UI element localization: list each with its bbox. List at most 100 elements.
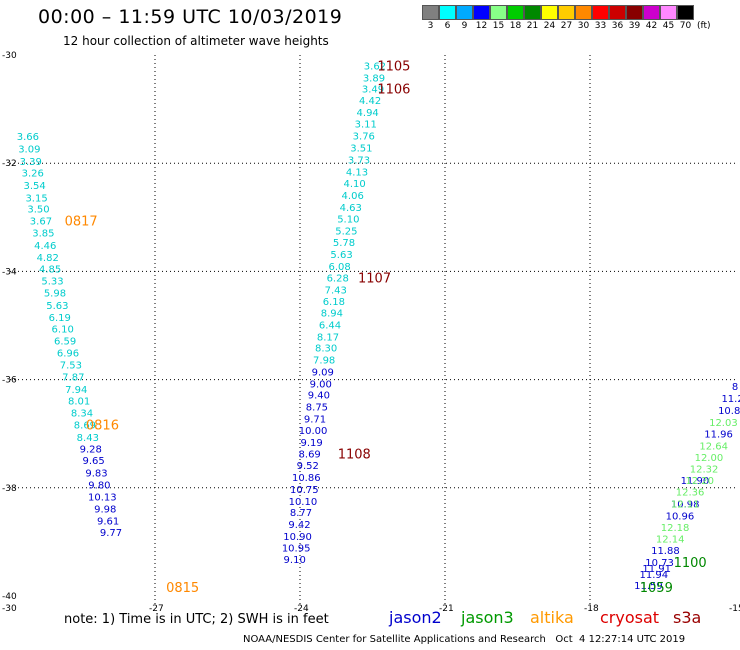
data-point-label: 3.49 [362, 85, 384, 96]
time-label: 1107 [358, 271, 391, 286]
colorbar-label: 36 [611, 21, 624, 31]
data-point-label: 10.73 [645, 558, 674, 569]
footer-note: note: 1) Time is in UTC; 2) SWH is in fe… [64, 612, 329, 627]
colorbar [422, 5, 694, 20]
data-point-label: 11.59 [634, 581, 663, 592]
data-point-label: 11.96 [704, 430, 733, 441]
data-point-label: 5.63 [330, 250, 352, 261]
data-point-label: 12.32 [690, 464, 719, 475]
data-point-label: 10.00 [299, 426, 328, 437]
data-point-label: 6.59 [54, 337, 76, 348]
data-point-label: 3.67 [30, 217, 52, 228]
x-tick-label: -24 [294, 604, 309, 614]
data-point-label: 7.98 [313, 356, 335, 367]
time-label: 0815 [166, 581, 199, 596]
x-tick-label: -30 [2, 604, 17, 614]
colorbar-label: 21 [526, 21, 539, 31]
data-point-label: 10.95 [282, 543, 311, 554]
data-point-label: 10.96 [666, 511, 695, 522]
data-point-label: 8 [732, 382, 738, 393]
colorbar-label: 18 [509, 21, 522, 31]
y-tick-label: -38 [2, 484, 17, 494]
data-point-label: 9.83 [85, 469, 107, 480]
data-point-label: 8.01 [68, 397, 90, 408]
data-point-label: 3.89 [363, 74, 385, 85]
data-point-label: 9.65 [82, 456, 104, 467]
data-point-label: 8.34 [71, 409, 93, 420]
data-point-label: 5.25 [335, 226, 357, 237]
data-point-label: 3.11 [355, 120, 377, 131]
x-tick-label: -27 [149, 604, 164, 614]
time-label: 1108 [338, 448, 371, 463]
legend-jason3: jason3 [461, 608, 514, 627]
colorbar-swatch [592, 5, 609, 20]
data-point-label: 5.10 [337, 214, 359, 225]
data-point-label: 3.66 [17, 132, 39, 143]
data-point-label: 6.28 [327, 273, 349, 284]
colorbar-label: 39 [628, 21, 641, 31]
y-tick-label: -34 [2, 267, 17, 277]
data-point-label: 4.46 [34, 241, 56, 252]
colorbar-swatch [626, 5, 643, 20]
data-point-label: 4.06 [342, 191, 364, 202]
data-point-label: 8.69 [299, 450, 321, 461]
time-label: 0816 [86, 419, 119, 434]
data-point-label: 6.18 [323, 297, 345, 308]
colorbar-label: 33 [594, 21, 607, 31]
data-point-label: 9.77 [100, 528, 122, 539]
legend-altika: altika [530, 608, 574, 627]
data-point-label: 8.77 [290, 508, 312, 519]
data-point-label: 9.40 [308, 391, 330, 402]
data-point-label: 11.94 [639, 570, 668, 581]
data-point-label: 8.94 [321, 309, 343, 320]
colorbar-label: 6 [444, 21, 451, 31]
colorbar-swatch [490, 5, 507, 20]
data-point-label: 9.19 [300, 438, 322, 449]
data-point-label: 3.76 [353, 132, 375, 143]
colorbar-swatch [558, 5, 575, 20]
data-point-label: 3.85 [32, 228, 54, 239]
footer-credit: NOAA/NESDIS Center for Satellite Applica… [243, 634, 686, 645]
y-tick-label: -36 [2, 376, 17, 386]
data-point-label: 11.91 [642, 564, 671, 575]
data-point-label: 5.98 [44, 288, 66, 299]
colorbar-swatch [456, 5, 473, 20]
colorbar-label: 3 [427, 21, 434, 31]
legend-cryosat: cryosat [600, 608, 660, 627]
data-point-label: 9.09 [312, 367, 334, 378]
data-point-label: 12.00 [695, 453, 724, 464]
colorbar-swatch [524, 5, 541, 20]
data-point-label: 4.63 [340, 203, 362, 214]
data-point-label: 8.17 [317, 332, 339, 343]
time-label: 1059 [640, 581, 673, 596]
colorbar-unit: (ft) [697, 21, 711, 31]
data-point-label: 3.73 [348, 155, 370, 166]
data-point-label: 4.10 [343, 179, 365, 190]
data-point-label: 12.14 [656, 535, 685, 546]
time-label: 1105 [377, 59, 410, 74]
colorbar-label: 70 [679, 21, 692, 31]
data-point-label: 9.71 [304, 415, 326, 426]
x-tick-label: -15 [729, 604, 740, 614]
x-tick-label: -18 [584, 604, 599, 614]
legend-s3a: s3a [673, 608, 702, 627]
data-point-label: 6.08 [329, 262, 351, 273]
y-tick-label: -40 [2, 592, 17, 602]
data-point-label: 4.42 [359, 96, 381, 107]
data-point-label: 9.42 [288, 520, 310, 531]
data-point-label: 4.82 [37, 253, 59, 264]
colorbar-swatch [473, 5, 490, 20]
data-point-label: 7.94 [65, 385, 87, 396]
colorbar-label: 45 [662, 21, 675, 31]
data-point-label: 3.26 [22, 168, 44, 179]
time-label: 1106 [377, 83, 410, 98]
data-point-label: 8.69 [74, 421, 96, 432]
data-point-label: 3.15 [25, 193, 47, 204]
data-point-label: 12.20 [685, 476, 714, 487]
data-point-label: 3.09 [18, 145, 40, 156]
data-point-label: 9.10 [284, 555, 306, 566]
data-point-label: 10.13 [88, 492, 117, 503]
data-point-label: 10.10 [289, 497, 318, 508]
data-point-label: 8.75 [306, 403, 328, 414]
